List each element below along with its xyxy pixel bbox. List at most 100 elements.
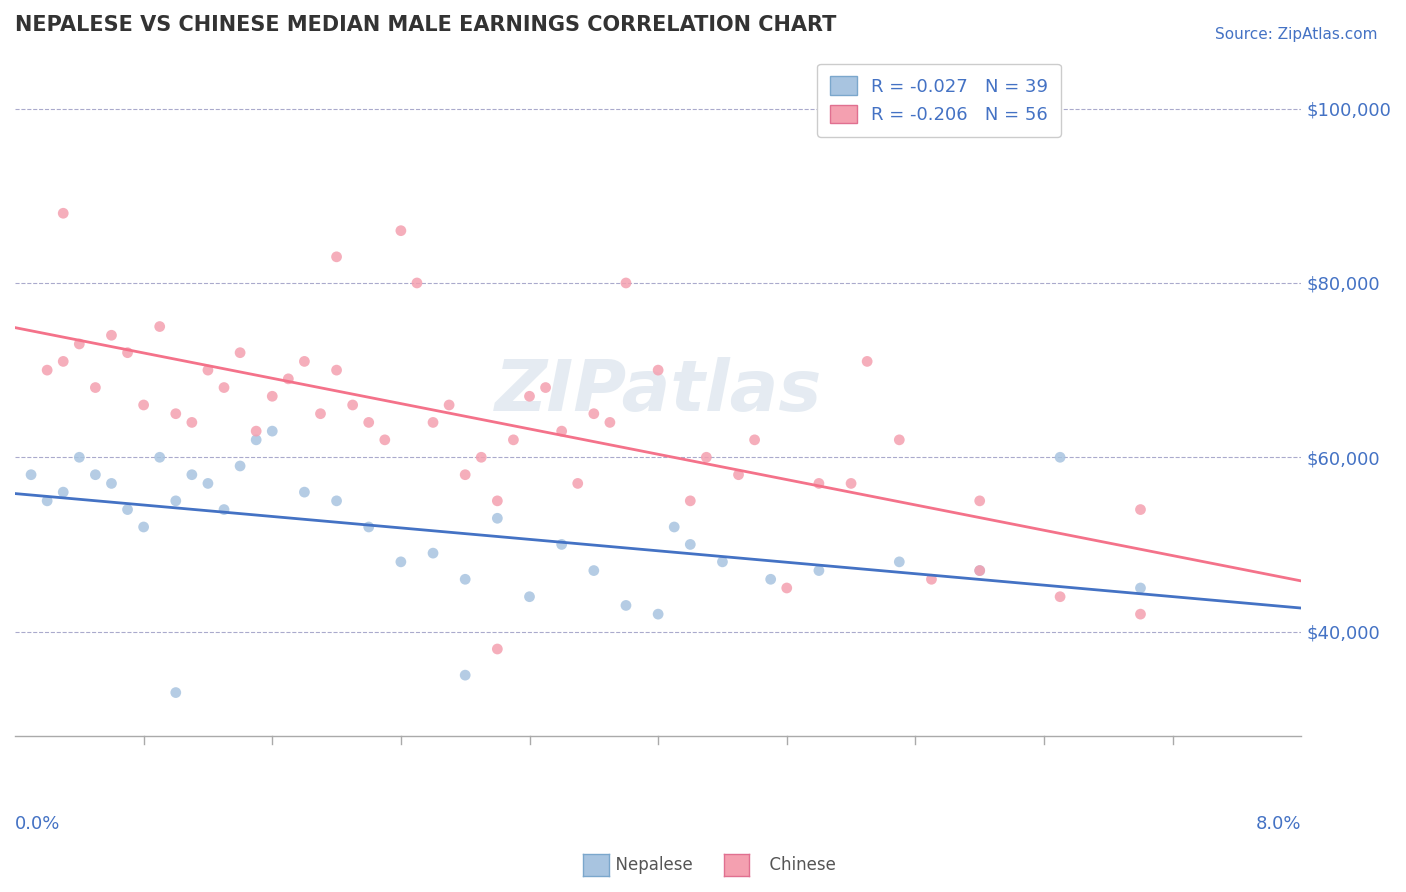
Point <box>519 389 541 403</box>
Point <box>695 450 717 465</box>
Point <box>357 416 380 430</box>
Point <box>374 433 396 447</box>
Point <box>727 467 749 482</box>
Point <box>614 599 637 613</box>
Point <box>534 380 557 394</box>
Point <box>567 476 589 491</box>
Text: ZIPatlas: ZIPatlas <box>495 358 823 426</box>
Text: NEPALESE VS CHINESE MEDIAN MALE EARNINGS CORRELATION CHART: NEPALESE VS CHINESE MEDIAN MALE EARNINGS… <box>15 15 837 35</box>
Text: Nepalese: Nepalese <box>605 856 692 874</box>
Point <box>52 354 75 368</box>
Point <box>294 485 316 500</box>
Point <box>406 276 429 290</box>
Point <box>519 590 541 604</box>
Point <box>647 607 669 622</box>
Point <box>969 493 991 508</box>
Point <box>132 520 155 534</box>
Point <box>679 493 702 508</box>
Point <box>245 424 267 438</box>
Point <box>325 363 347 377</box>
Point <box>1129 581 1152 595</box>
Point <box>117 345 139 359</box>
Text: 0.0%: 0.0% <box>15 814 60 832</box>
Point <box>325 250 347 264</box>
Point <box>309 407 332 421</box>
Point <box>117 502 139 516</box>
Point <box>229 345 252 359</box>
Point <box>582 564 605 578</box>
Point <box>294 354 316 368</box>
Point <box>212 502 235 516</box>
Point <box>389 555 412 569</box>
Text: Chinese: Chinese <box>759 856 837 874</box>
Point <box>67 450 90 465</box>
Point <box>582 407 605 421</box>
Legend: R = -0.027   N = 39, R = -0.206   N = 56: R = -0.027 N = 39, R = -0.206 N = 56 <box>817 63 1060 136</box>
Point <box>84 467 107 482</box>
Point <box>180 416 202 430</box>
Point <box>389 224 412 238</box>
Point <box>37 363 59 377</box>
Point <box>20 467 42 482</box>
Point <box>149 450 172 465</box>
Point <box>180 467 202 482</box>
Point <box>262 389 284 403</box>
Point <box>1049 590 1071 604</box>
Point <box>100 328 122 343</box>
Point <box>1049 450 1071 465</box>
Point <box>889 555 911 569</box>
Point <box>550 424 572 438</box>
Point <box>212 380 235 394</box>
Point <box>664 520 686 534</box>
Point <box>52 206 75 220</box>
Point <box>52 485 75 500</box>
Point <box>67 337 90 351</box>
Point <box>856 354 879 368</box>
Point <box>277 372 299 386</box>
Point <box>839 476 862 491</box>
Point <box>437 398 460 412</box>
Point <box>84 380 107 394</box>
Point <box>969 564 991 578</box>
Point <box>486 642 509 657</box>
Point <box>614 276 637 290</box>
Point <box>759 572 782 586</box>
Point <box>325 493 347 508</box>
Point <box>342 398 364 412</box>
Point <box>1129 607 1152 622</box>
Point <box>486 511 509 525</box>
Point <box>744 433 766 447</box>
Text: Source: ZipAtlas.com: Source: ZipAtlas.com <box>1215 27 1378 42</box>
Point <box>357 520 380 534</box>
Point <box>262 424 284 438</box>
Point <box>599 416 621 430</box>
Point <box>1129 502 1152 516</box>
Point <box>470 450 492 465</box>
Point <box>149 319 172 334</box>
Point <box>679 537 702 551</box>
Point <box>165 685 187 699</box>
Point <box>422 546 444 560</box>
Point <box>197 363 219 377</box>
Point <box>165 407 187 421</box>
Point <box>132 398 155 412</box>
Point <box>100 476 122 491</box>
Point <box>920 572 942 586</box>
Point <box>454 467 477 482</box>
Point <box>422 416 444 430</box>
Point <box>197 476 219 491</box>
Point <box>486 493 509 508</box>
Point <box>165 493 187 508</box>
Point <box>889 433 911 447</box>
Text: 8.0%: 8.0% <box>1256 814 1302 832</box>
Point <box>454 668 477 682</box>
Point <box>454 572 477 586</box>
Point <box>776 581 799 595</box>
Point <box>647 363 669 377</box>
Point <box>807 476 830 491</box>
Point <box>807 564 830 578</box>
Point <box>37 493 59 508</box>
Point <box>245 433 267 447</box>
Point <box>550 537 572 551</box>
Point <box>711 555 734 569</box>
